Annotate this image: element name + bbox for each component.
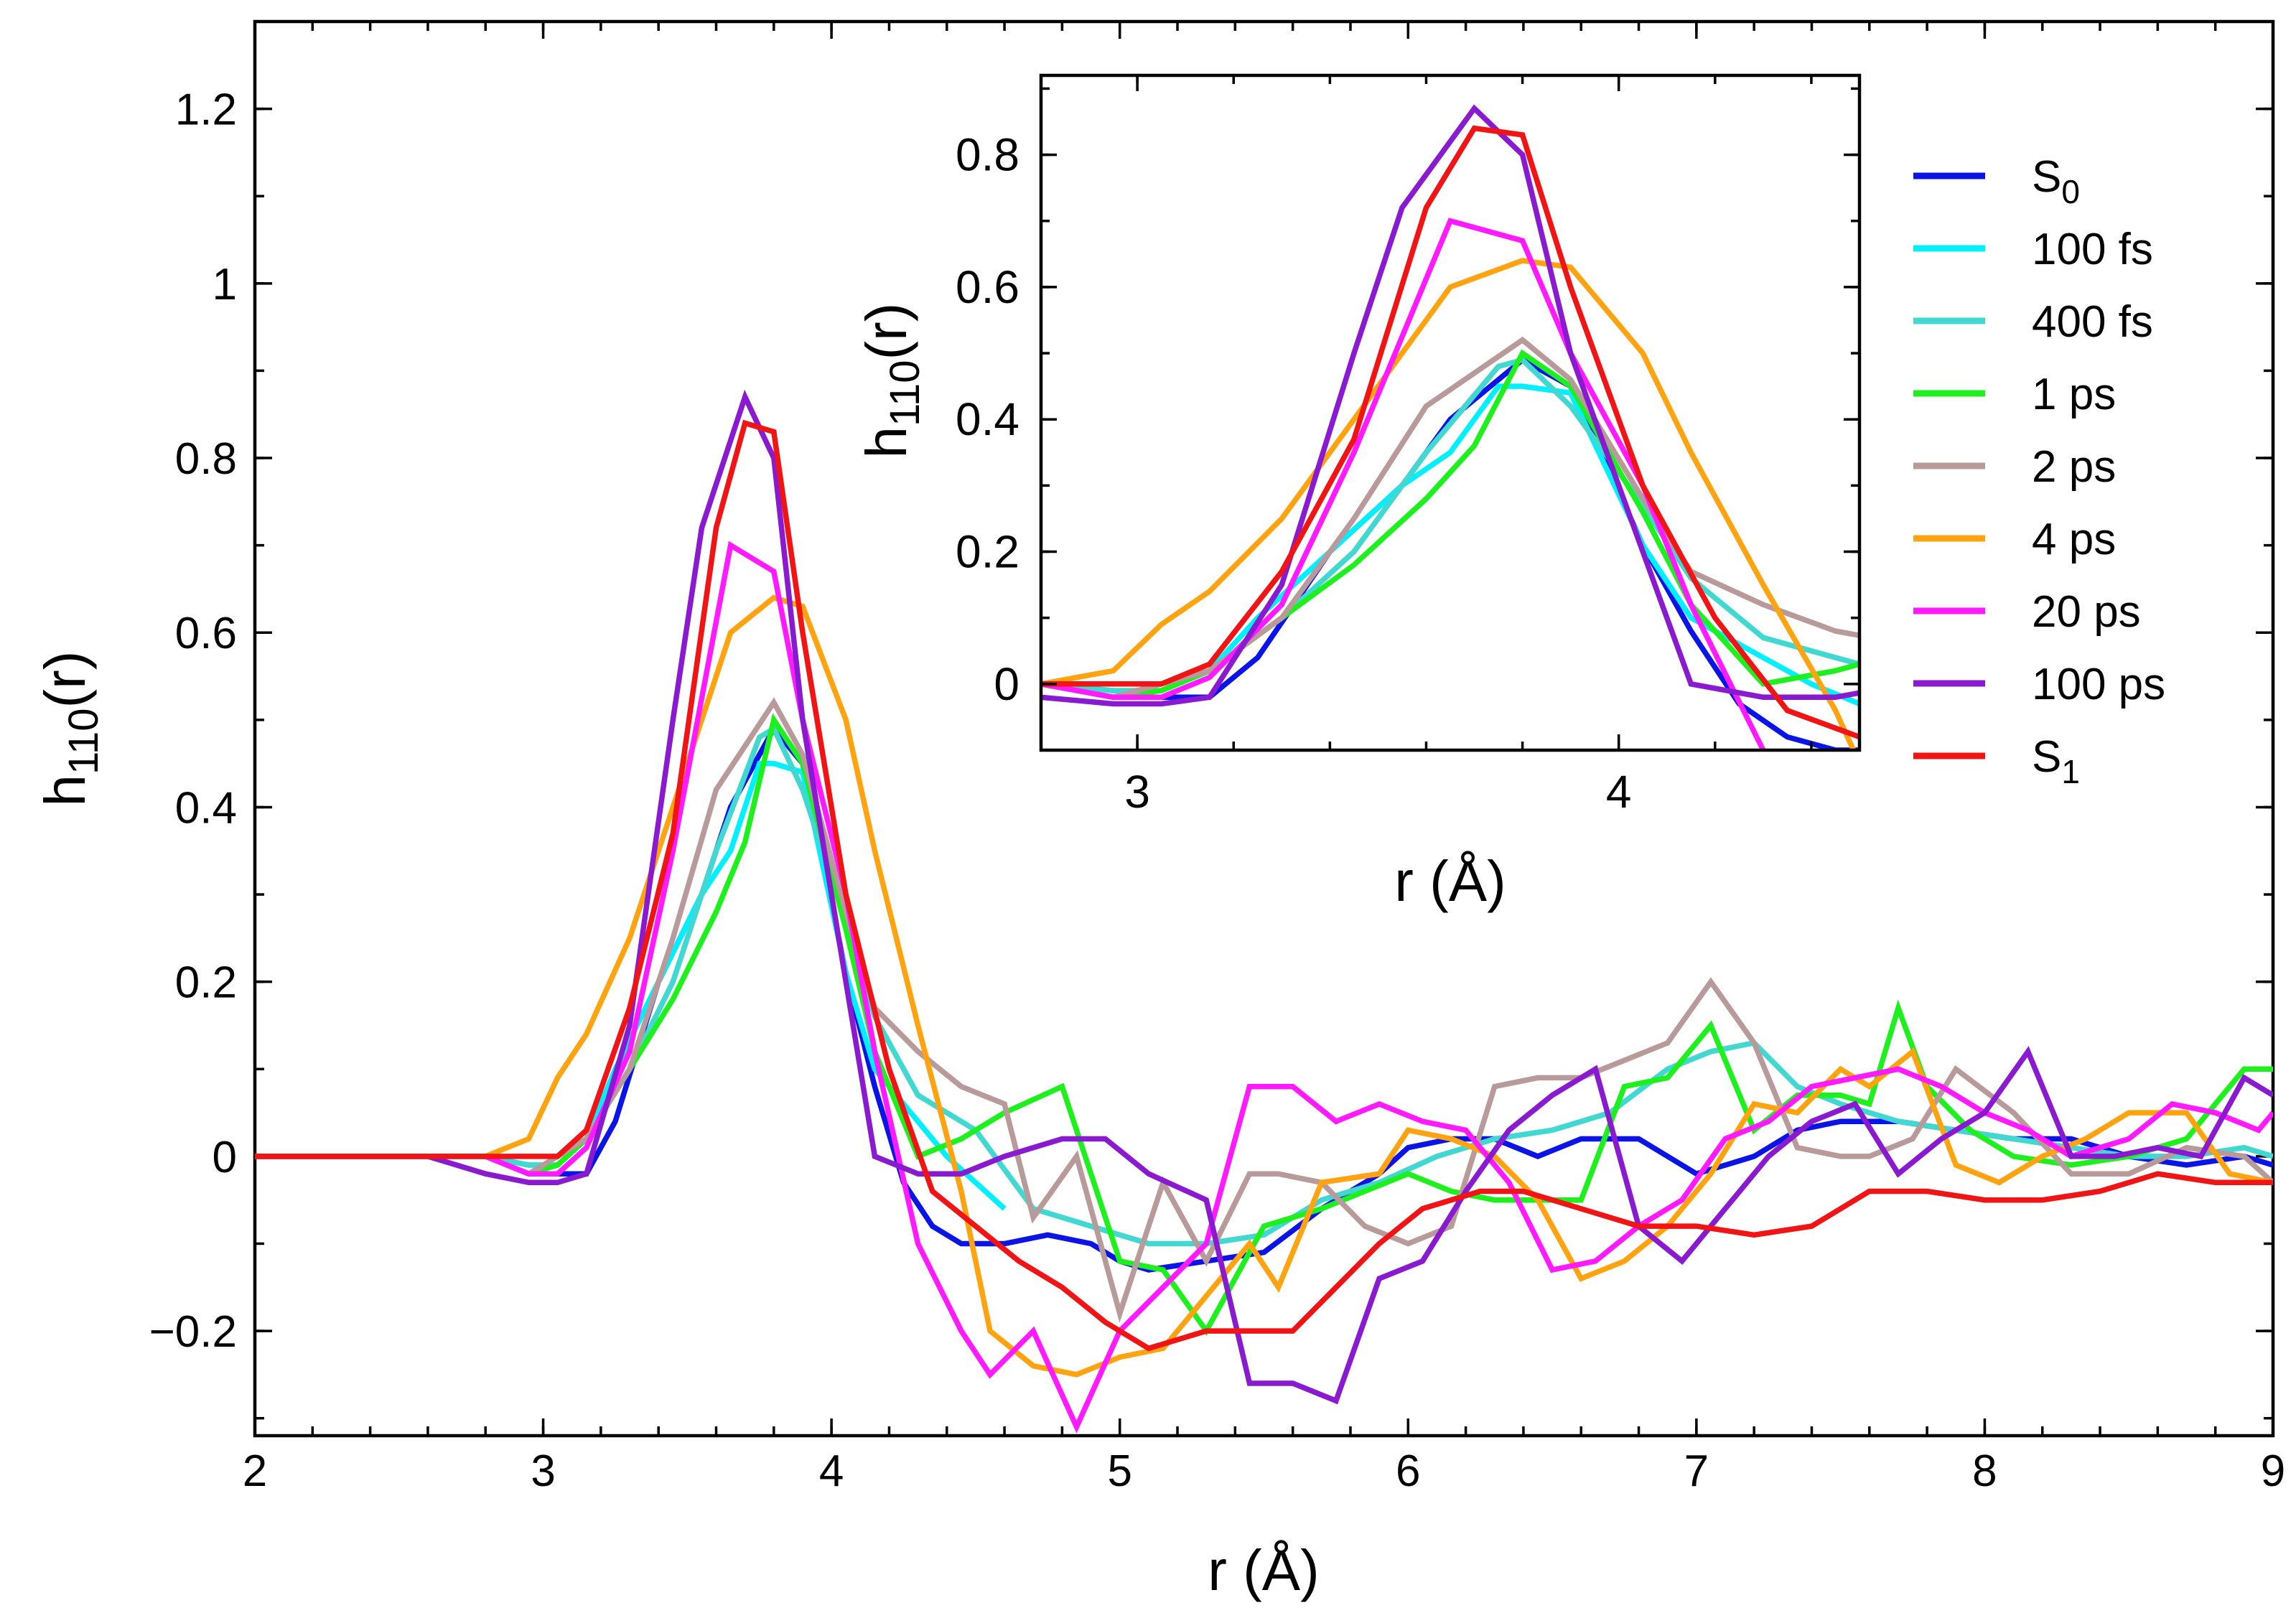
inset-series-line-s0 bbox=[1041, 356, 1859, 750]
main-y-tick-label: 1 bbox=[213, 260, 237, 309]
legend: S0 100 fs 400 fs 1 ps 2 ps 4 ps 20 ps 100 ps S1 bbox=[1913, 152, 2165, 790]
legend-label-100-ps: 100 ps bbox=[2032, 660, 2165, 709]
main-series-line-2-ps bbox=[255, 697, 2273, 1323]
inset-series bbox=[1041, 104, 1859, 750]
inset-x-axis-label: r (Å) bbox=[1394, 849, 1506, 913]
main-series-line-s1 bbox=[255, 419, 2273, 1352]
inset-y-tick-label: 0.2 bbox=[956, 526, 1019, 578]
inset-series-line-100-ps bbox=[1041, 104, 1859, 707]
legend-label-2-ps: 2 ps bbox=[2032, 442, 2116, 492]
inset-series-line-100-fs bbox=[1041, 383, 1859, 707]
inset-y-tick-label: 0 bbox=[994, 658, 1019, 710]
inset-series-line-4-ps bbox=[1041, 258, 1857, 750]
legend-label-4-ps: 4 ps bbox=[2032, 515, 2116, 564]
main-x-tick-label: 2 bbox=[243, 1446, 267, 1496]
inset-tick-labels: 3 4 0 0.2 0.4 0.6 0.8 bbox=[956, 129, 1631, 818]
inset-y-tick-label: 0.4 bbox=[956, 393, 1019, 445]
inset-plot-frame bbox=[1039, 73, 1862, 752]
main-y-tick-label: −0.2 bbox=[149, 1307, 237, 1357]
main-y-tick-label: 0.8 bbox=[175, 434, 237, 484]
main-x-tick-label: 7 bbox=[1684, 1446, 1709, 1496]
main-x-tick-label: 9 bbox=[2261, 1446, 2285, 1496]
legend-label-s0: S0 bbox=[2032, 152, 2080, 210]
inset-series-line-20-ps bbox=[1041, 218, 1768, 750]
main-series-line-20-ps bbox=[255, 541, 2273, 1434]
main-y-tick-label: 0.4 bbox=[175, 783, 237, 833]
main-plot-frame bbox=[253, 19, 2275, 1438]
main-y-tick-label: 0.6 bbox=[175, 609, 237, 658]
legend-label-400-fs: 400 fs bbox=[2032, 297, 2153, 347]
main-series-line-4-ps bbox=[255, 594, 2273, 1378]
main-y-tick-label: 1.2 bbox=[175, 85, 237, 135]
inset-y-axis-label: h110(r) bbox=[854, 303, 928, 459]
main-series-line-1-ps bbox=[255, 713, 2273, 1337]
main-x-tick-label: 5 bbox=[1107, 1446, 1131, 1496]
legend-label-1-ps: 1 ps bbox=[2032, 370, 2116, 419]
inset-x-tick-label: 3 bbox=[1124, 766, 1150, 818]
inset-y-tick-label: 0.8 bbox=[956, 129, 1019, 181]
main-tick-labels: 2 3 4 5 6 7 8 9 −0.2 0 0.2 0.4 0.6 0.8 1 1.2 bbox=[149, 85, 2286, 1496]
inset-series-line-s1 bbox=[1041, 125, 1859, 740]
main-ticks bbox=[253, 20, 2274, 1436]
inset-y-tick-label: 0.6 bbox=[956, 261, 1019, 313]
y-axis-label: h110(r) bbox=[33, 651, 107, 807]
main-series bbox=[255, 389, 2273, 1434]
main-x-tick-label: 6 bbox=[1396, 1446, 1420, 1496]
main-x-tick-label: 8 bbox=[1972, 1446, 1997, 1496]
main-series-line-100-ps bbox=[255, 389, 2273, 1405]
main-y-tick-label: 0 bbox=[213, 1133, 237, 1182]
main-series-line-s0 bbox=[255, 724, 2273, 1273]
inset-ticks bbox=[1040, 75, 1859, 752]
main-y-tick-label: 0.2 bbox=[175, 958, 237, 1008]
legend-label-100-fs: 100 fs bbox=[2032, 225, 2153, 274]
main-x-tick-label: 3 bbox=[531, 1446, 555, 1496]
x-axis-label: r (Å) bbox=[1208, 1538, 1320, 1602]
main-x-tick-label: 4 bbox=[819, 1446, 844, 1496]
inset-series-line-2-ps bbox=[1041, 336, 1859, 701]
legend-label-s1: S1 bbox=[2032, 732, 2080, 790]
legend-label-20-ps: 20 ps bbox=[2032, 587, 2141, 637]
inset-x-tick-label: 4 bbox=[1606, 766, 1632, 818]
